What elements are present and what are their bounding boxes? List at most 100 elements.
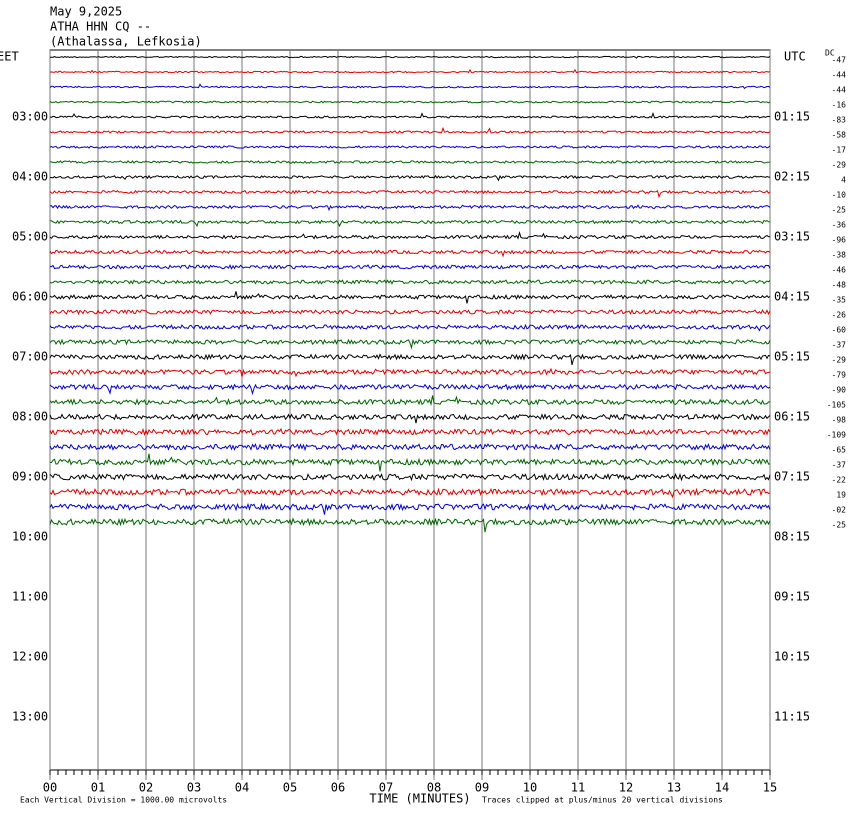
dc-offset: -02 <box>832 506 847 515</box>
trace <box>49 517 771 533</box>
right-hour-label: 05:15 <box>774 350 810 364</box>
right-hour-label: 11:15 <box>774 710 810 724</box>
title-line: May 9,2025 <box>50 5 122 19</box>
trace <box>49 68 771 74</box>
dc-offset: -46 <box>832 266 847 275</box>
trace <box>50 55 771 59</box>
x-tick-label: 11 <box>571 781 585 795</box>
dc-offset: -90 <box>832 386 847 395</box>
right-axis-label: UTC <box>784 50 806 64</box>
dc-offset: -25 <box>832 206 847 215</box>
dc-offset: -29 <box>832 356 847 365</box>
trace <box>49 453 771 472</box>
x-tick-label: 09 <box>475 781 489 795</box>
x-tick-label: 14 <box>715 781 729 795</box>
x-axis-label: TIME (MINUTES) <box>369 792 470 806</box>
trace <box>49 189 771 199</box>
right-hour-label: 02:15 <box>774 170 810 184</box>
title-line: ATHA HHN CQ -- <box>50 20 151 34</box>
dc-offset: -109 <box>827 431 846 440</box>
dc-offset: -10 <box>832 191 847 200</box>
dc-offset: -22 <box>832 476 847 485</box>
trace <box>49 126 771 134</box>
dc-offset: -83 <box>832 116 847 125</box>
x-tick-label: 12 <box>619 781 633 795</box>
right-hour-label: 01:15 <box>774 110 810 124</box>
x-tick-label: 15 <box>763 781 777 795</box>
right-hour-label: 09:15 <box>774 590 810 604</box>
dc-offset: -65 <box>832 446 847 455</box>
trace <box>49 472 771 482</box>
trace <box>49 443 771 452</box>
dc-offset: -79 <box>832 371 847 380</box>
x-tick-label: 08 <box>427 781 441 795</box>
dc-offset: -36 <box>832 221 847 230</box>
scale-note: Each Vertical Division = 1000.00 microvo… <box>20 796 227 805</box>
trace <box>49 502 771 515</box>
dc-offset: -16 <box>832 101 847 110</box>
right-hour-label: 06:15 <box>774 410 810 424</box>
trace <box>49 249 771 258</box>
clip-note: Traces clipped at plus/minus 20 vertical… <box>482 796 723 805</box>
x-tick-label: 13 <box>667 781 681 795</box>
dc-label: DC <box>825 49 835 58</box>
right-hour-label: 10:15 <box>774 650 810 664</box>
trace <box>49 204 771 212</box>
right-hour-label: 08:15 <box>774 530 810 544</box>
dc-offset: -48 <box>832 281 847 290</box>
dc-offset: -29 <box>832 161 847 170</box>
dc-offset: -38 <box>832 251 847 260</box>
trace <box>49 383 771 396</box>
x-tick-label: 07 <box>379 781 393 795</box>
left-hour-label: 11:00 <box>12 590 48 604</box>
trace <box>49 353 771 366</box>
dc-offset: -60 <box>832 326 847 335</box>
trace <box>49 395 771 407</box>
x-tick-label: 04 <box>235 781 249 795</box>
dc-offset: -105 <box>827 401 846 410</box>
x-tick-label: 03 <box>187 781 201 795</box>
dc-offset: 4 <box>841 176 846 185</box>
title-line: (Athalassa, Lefkosia) <box>50 35 202 49</box>
dc-offset: -44 <box>832 86 847 95</box>
trace <box>49 160 771 164</box>
left-hour-label: 05:00 <box>12 230 48 244</box>
x-tick-label: 00 <box>43 781 57 795</box>
dc-offset: -98 <box>832 416 847 425</box>
trace <box>49 112 771 119</box>
dc-offset: -37 <box>832 341 847 350</box>
trace <box>49 264 771 270</box>
dc-offset: -96 <box>832 236 847 245</box>
trace <box>49 487 771 499</box>
dc-offset: -25 <box>832 521 847 530</box>
trace <box>49 413 771 424</box>
left-hour-label: 13:00 <box>12 710 48 724</box>
trace <box>49 308 771 316</box>
right-hour-label: 07:15 <box>774 470 810 484</box>
x-tick-label: 02 <box>139 781 153 795</box>
left-hour-label: 12:00 <box>12 650 48 664</box>
dc-offset: 19 <box>836 491 846 500</box>
trace <box>49 279 771 285</box>
x-tick-label: 06 <box>331 781 345 795</box>
trace <box>49 83 771 90</box>
left-hour-label: 06:00 <box>12 290 48 304</box>
left-hour-label: 08:00 <box>12 410 48 424</box>
trace <box>49 323 771 332</box>
x-tick-label: 10 <box>523 781 537 795</box>
trace <box>49 367 771 378</box>
dc-offset: -26 <box>832 311 847 320</box>
right-hour-label: 03:15 <box>774 230 810 244</box>
left-hour-label: 03:00 <box>12 110 48 124</box>
right-hour-label: 04:15 <box>774 290 810 304</box>
plot-frame <box>49 49 771 771</box>
dc-offset: -17 <box>832 146 847 155</box>
trace <box>49 427 771 437</box>
trace <box>49 145 771 149</box>
trace <box>49 338 771 350</box>
trace <box>49 231 771 240</box>
trace <box>49 100 771 104</box>
trace <box>49 291 771 304</box>
left-hour-label: 07:00 <box>12 350 48 364</box>
